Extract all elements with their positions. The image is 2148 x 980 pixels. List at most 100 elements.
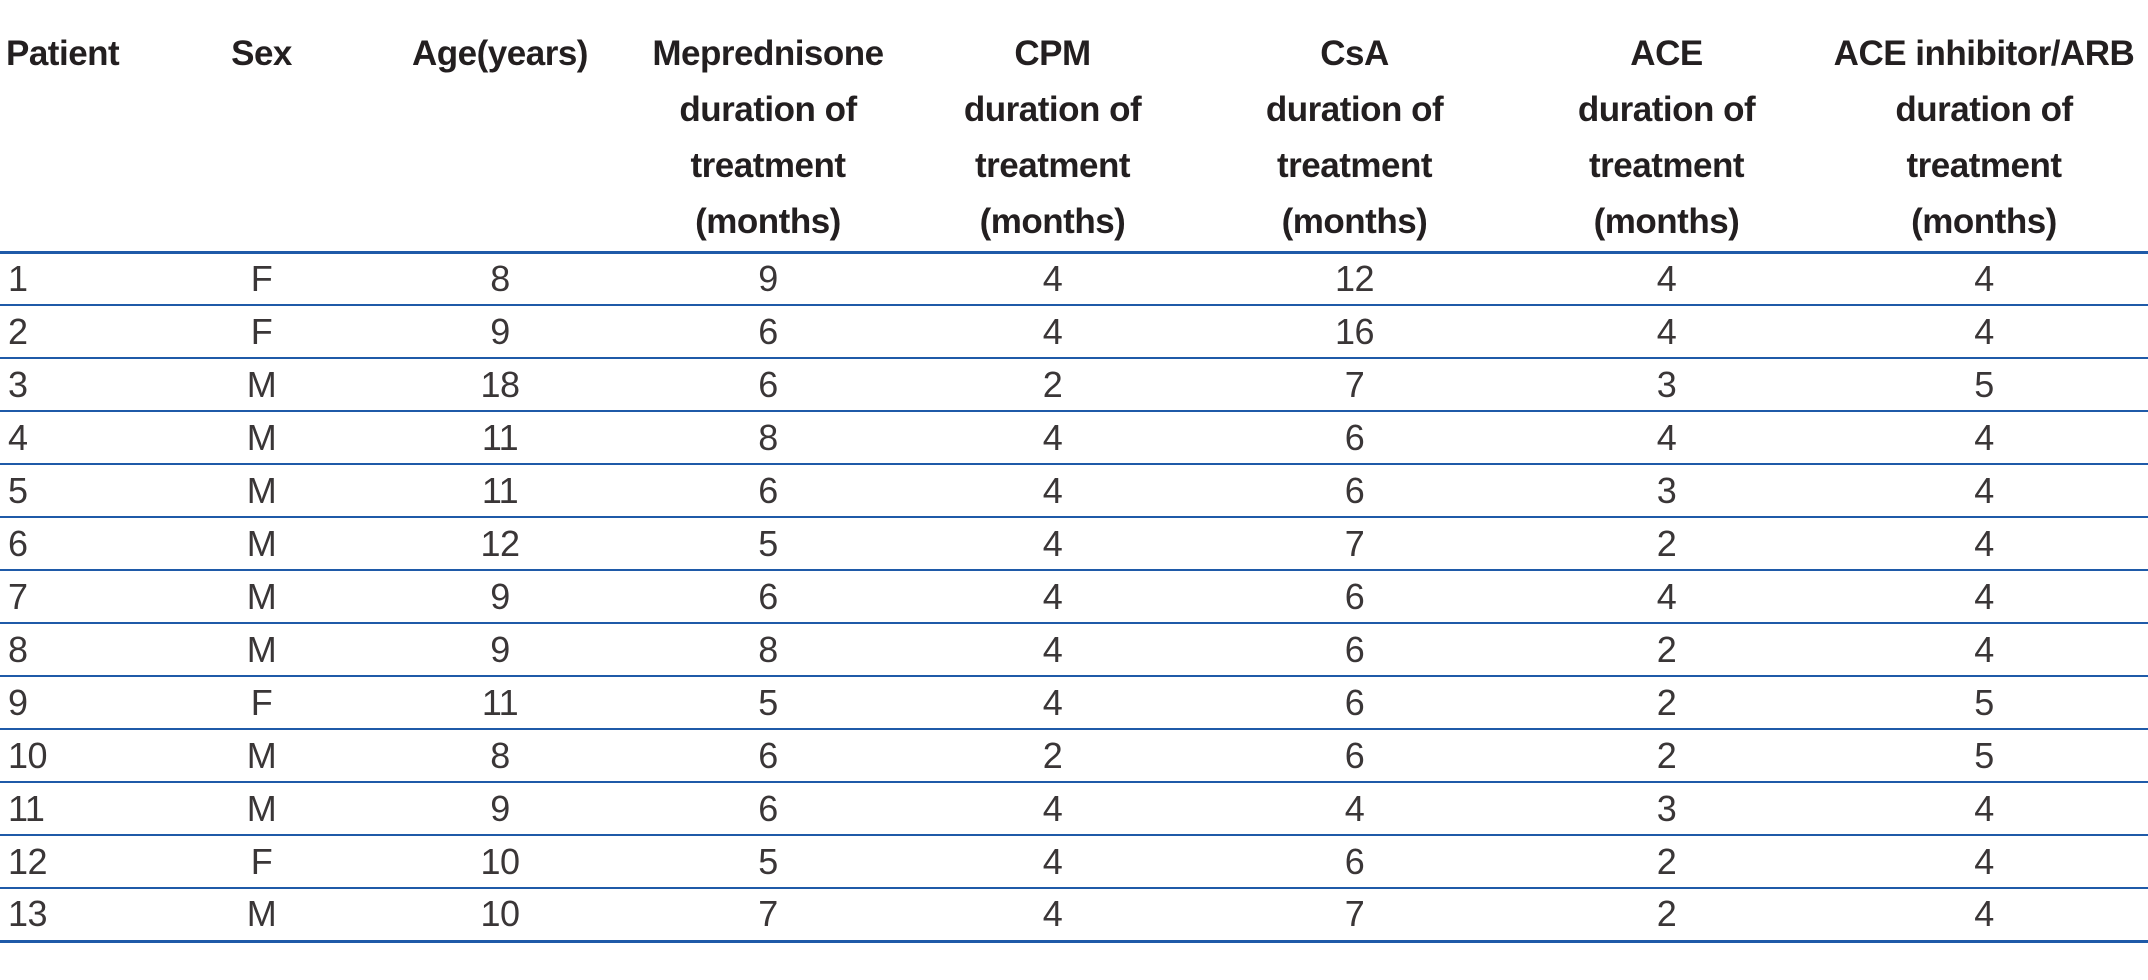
cell-ace-inhibitor-arb-duration: 4 (1820, 570, 2148, 624)
cell-patient: 5 (0, 464, 150, 518)
header-line: duration of (963, 90, 1142, 129)
table-row: 12 F 10 5 4 6 2 4 (0, 835, 2148, 889)
column-header-age: Age(years) (373, 0, 627, 254)
header-line: duration of (1577, 90, 1756, 129)
patient-treatment-table: Patient Sex Age(years) Meprednisone duration… (0, 0, 2148, 943)
table-row: 3 M 18 6 2 7 3 5 (0, 358, 2148, 412)
cell-meprednisone-duration: 5 (627, 676, 909, 730)
cell-cpm-duration: 4 (909, 782, 1196, 836)
table-body: 1 F 8 9 4 12 4 4 2 F 9 6 4 16 4 4 3 M 18 6 2 7 3 5 4 M 11 8 4 6 4 4 5 M 11… (0, 252, 2148, 943)
cell-age: 12 (373, 517, 627, 571)
header-line: Patient (6, 34, 120, 73)
cell-age: 11 (373, 411, 627, 465)
cell-cpm-duration: 4 (909, 411, 1196, 465)
cell-patient: 3 (0, 358, 150, 412)
cell-age: 9 (373, 782, 627, 836)
cell-csa-duration: 6 (1196, 623, 1513, 677)
cell-ace-inhibitor-arb-duration: 5 (1820, 676, 2148, 730)
cell-sex: M (150, 464, 373, 518)
column-header-cpm-duration: CPM duration of treatment (months) (909, 0, 1196, 254)
column-header-patient: Patient (0, 0, 150, 254)
cell-csa-duration: 7 (1196, 358, 1513, 412)
cell-patient: 7 (0, 570, 150, 624)
cell-csa-duration: 6 (1196, 464, 1513, 518)
cell-ace-inhibitor-arb-duration: 5 (1820, 358, 2148, 412)
cell-age: 9 (373, 305, 627, 359)
cell-ace-duration: 3 (1513, 358, 1820, 412)
cell-sex: F (150, 835, 373, 889)
cell-cpm-duration: 4 (909, 835, 1196, 889)
cell-csa-duration: 16 (1196, 305, 1513, 359)
table-row: 1 F 8 9 4 12 4 4 (0, 252, 2148, 306)
cell-csa-duration: 4 (1196, 782, 1513, 836)
cell-age: 8 (373, 252, 627, 306)
cell-age: 10 (373, 888, 627, 943)
cell-patient: 9 (0, 676, 150, 730)
header-line: Meprednisone (652, 34, 884, 73)
cell-patient: 8 (0, 623, 150, 677)
cell-ace-duration: 2 (1513, 676, 1820, 730)
cell-sex: M (150, 888, 373, 943)
cell-meprednisone-duration: 6 (627, 570, 909, 624)
column-header-ace-inhibitor-arb-duration: ACE inhibitor/ARB duration of treatment (mo… (1820, 0, 2148, 254)
column-header-meprednisone-duration: Meprednisone duration of treatment (months) (627, 0, 909, 254)
header-line: treatment (1589, 146, 1744, 185)
cell-sex: F (150, 676, 373, 730)
cell-ace-duration: 2 (1513, 835, 1820, 889)
cell-ace-inhibitor-arb-duration: 4 (1820, 411, 2148, 465)
column-header-ace-duration: ACE duration of treatment (months) (1513, 0, 1820, 254)
cell-patient: 1 (0, 252, 150, 306)
header-line: CsA (1320, 34, 1389, 73)
cell-ace-inhibitor-arb-duration: 4 (1820, 835, 2148, 889)
cell-sex: F (150, 305, 373, 359)
cell-csa-duration: 6 (1196, 835, 1513, 889)
cell-age: 11 (373, 676, 627, 730)
cell-cpm-duration: 4 (909, 252, 1196, 306)
cell-meprednisone-duration: 5 (627, 835, 909, 889)
header-line: (months) (695, 202, 841, 241)
cell-sex: M (150, 358, 373, 412)
table-row: 4 M 11 8 4 6 4 4 (0, 411, 2148, 465)
header-line: treatment (690, 146, 846, 185)
cell-cpm-duration: 4 (909, 305, 1196, 359)
cell-patient: 6 (0, 517, 150, 571)
cell-meprednisone-duration: 8 (627, 411, 909, 465)
header-line: duration of (679, 90, 857, 129)
column-header-sex: Sex (150, 0, 373, 254)
header-line: Age(years) (412, 34, 588, 73)
cell-ace-inhibitor-arb-duration: 4 (1820, 517, 2148, 571)
cell-patient: 13 (0, 888, 150, 943)
cell-ace-inhibitor-arb-duration: 4 (1820, 252, 2148, 306)
cell-ace-duration: 4 (1513, 305, 1820, 359)
column-header-csa-duration: CsA duration of treatment (months) (1196, 0, 1513, 254)
cell-patient: 12 (0, 835, 150, 889)
table-header: Patient Sex Age(years) Meprednisone duration… (0, 0, 2148, 254)
cell-cpm-duration: 4 (909, 623, 1196, 677)
cell-ace-duration: 4 (1513, 411, 1820, 465)
cell-ace-inhibitor-arb-duration: 5 (1820, 729, 2148, 783)
cell-ace-duration: 2 (1513, 623, 1820, 677)
cell-ace-duration: 2 (1513, 517, 1820, 571)
cell-ace-inhibitor-arb-duration: 4 (1820, 782, 2148, 836)
cell-meprednisone-duration: 6 (627, 782, 909, 836)
cell-sex: M (150, 411, 373, 465)
cell-sex: M (150, 623, 373, 677)
cell-sex: M (150, 517, 373, 571)
cell-ace-inhibitor-arb-duration: 4 (1820, 464, 2148, 518)
cell-meprednisone-duration: 8 (627, 623, 909, 677)
table-row: 13 M 10 7 4 7 2 4 (0, 888, 2148, 943)
cell-patient: 10 (0, 729, 150, 783)
cell-csa-duration: 6 (1196, 729, 1513, 783)
cell-csa-duration: 6 (1196, 570, 1513, 624)
header-line: (months) (1281, 202, 1428, 241)
cell-sex: M (150, 729, 373, 783)
cell-age: 18 (373, 358, 627, 412)
header-line: (months) (979, 202, 1126, 241)
cell-csa-duration: 6 (1196, 676, 1513, 730)
cell-csa-duration: 12 (1196, 252, 1513, 306)
table-row: 11 M 9 6 4 4 3 4 (0, 782, 2148, 836)
cell-cpm-duration: 4 (909, 464, 1196, 518)
cell-ace-duration: 3 (1513, 464, 1820, 518)
